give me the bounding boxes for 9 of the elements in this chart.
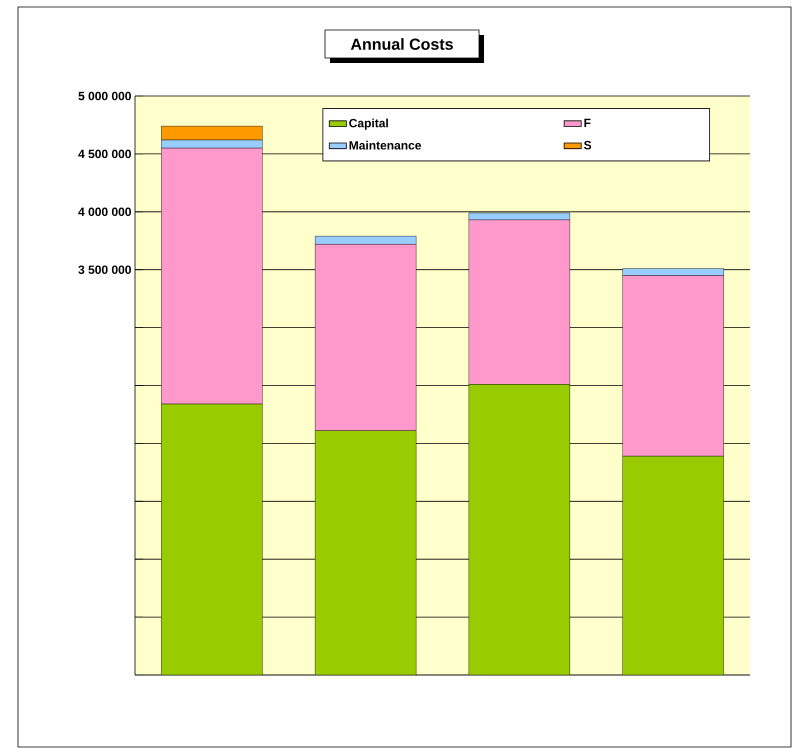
legend-label: Capital [349, 118, 388, 130]
y-tick-label: 4 000 000 [78, 208, 131, 216]
y-tick-label: 5 000 000 [78, 92, 131, 100]
chart-title: Annual Costs [350, 38, 453, 50]
y-tick-label: 3 500 000 [78, 265, 131, 274]
legend-label: Maintenance [350, 140, 422, 150]
legend-label: S [584, 140, 592, 150]
y-tick-label: 4 500 000 [78, 150, 131, 158]
legend-label: F [584, 118, 591, 128]
